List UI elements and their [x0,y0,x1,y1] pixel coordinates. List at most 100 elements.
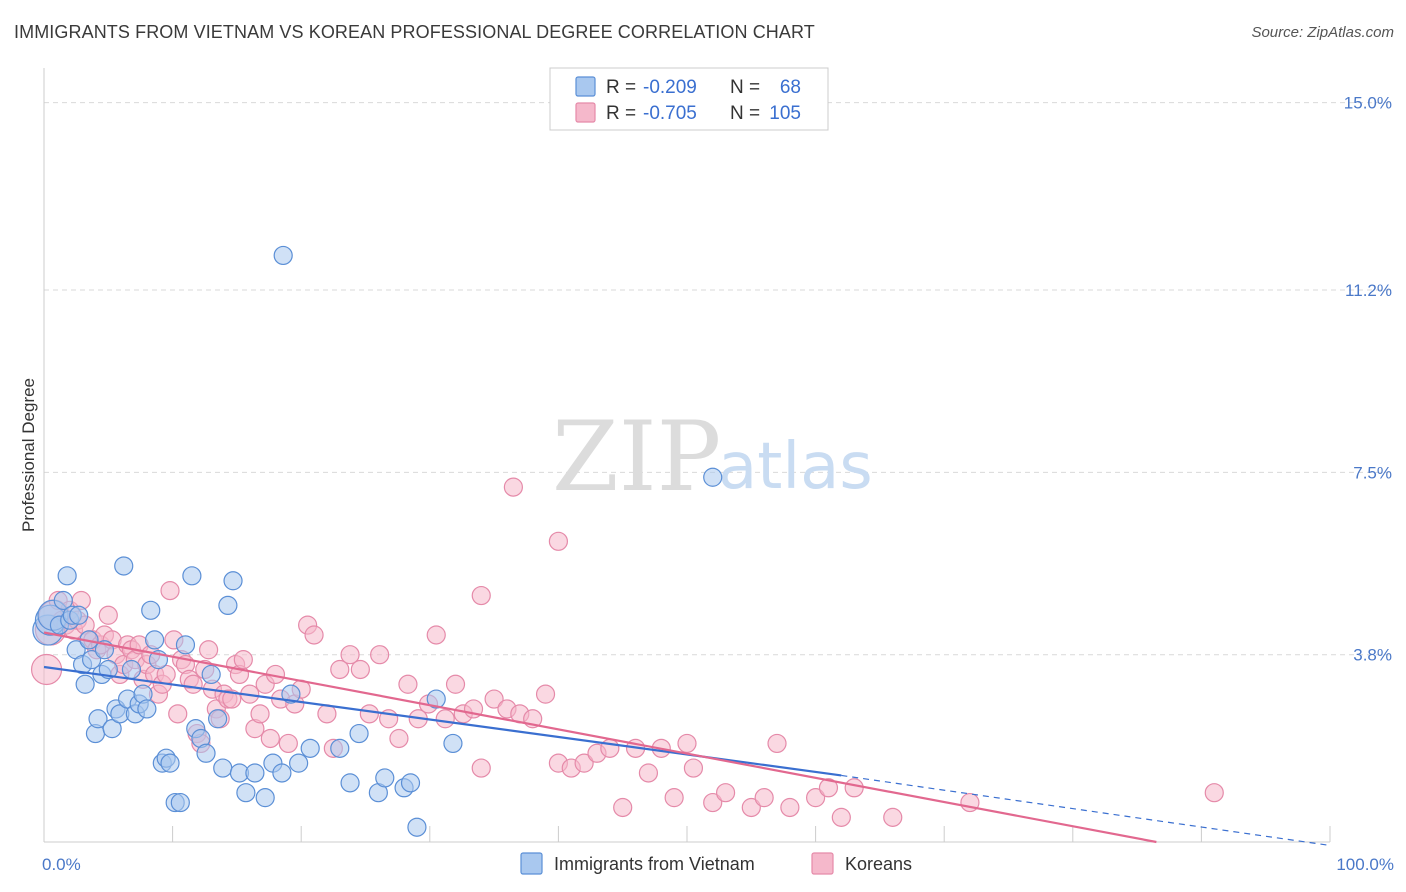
watermark: ZIP atlas [552,401,873,513]
korean-point [664,788,684,808]
korean-point [754,788,774,808]
vietnam-point [330,738,350,758]
vietnam-point [208,709,228,729]
legend-r-value-1: -0.209 [643,77,697,98]
legend-swatch-koreans [575,102,596,123]
vietnam-point [69,605,89,625]
vietnam-point [289,753,309,773]
legend-n-label-2: N = [730,103,760,124]
y-tick-label-1: 7.5% [1353,463,1392,482]
trend-lines [43,631,1331,847]
axes [43,68,1331,843]
vietnam-point [53,590,73,611]
series-label-vietnam: Immigrants from Vietnam [554,854,755,874]
y-tick-label-3: 15.0% [1344,94,1392,113]
korean-point [350,659,370,680]
vietnam-point [75,674,95,694]
watermark-zip: ZIP [552,401,721,513]
vietnam-point [375,768,395,788]
vietnam-point [273,245,293,266]
vietnam-point [81,650,102,670]
korean-point [160,581,180,601]
korean-point [278,733,298,754]
korean-point [613,797,633,818]
korean-point [359,704,379,724]
korean-point [445,674,466,694]
vietnam-point [102,719,122,739]
vietnam-point [400,773,421,793]
correlation-legend: R = -0.209 N = 68 R = -0.705 N = 105 [549,67,829,131]
korean-point [484,689,504,709]
vietnam-point [281,684,301,704]
legend-r-value-2: -0.705 [643,103,697,124]
y-tick-label-0: 3.8% [1353,646,1392,665]
korean-point [435,709,455,729]
korean-point [805,788,826,808]
korean-point [503,477,523,497]
legend-n-value-2: 105 [769,103,801,124]
korean-point [683,758,704,778]
vietnam-point [182,566,202,586]
korean-point [471,758,491,778]
korean-point [233,650,253,670]
vietnam-point [426,689,446,709]
korean-point [370,645,390,665]
korean-point [398,674,418,694]
series-swatch-vietnam [520,852,543,875]
korean-point [883,807,903,827]
vietnam-point [349,723,369,744]
y-axis-title: Professional Degree [19,378,38,532]
vietnam-point [213,758,233,778]
series-swatch-koreans [811,852,834,875]
y-tick-label-2: 11.2% [1345,281,1392,300]
korean-point [818,778,839,798]
legend-n-value-1: 68 [780,77,801,98]
vietnam-point [340,773,360,793]
vietnam-point [88,709,108,729]
legend-r-label-2: R = [606,103,636,124]
korean-point [638,763,659,783]
korean-point [168,704,188,724]
vietnam-point [272,763,292,783]
vietnam-point [703,467,723,487]
x-tick-labels: 0.0% 100.0% [42,855,1394,874]
korean-points [30,477,1224,827]
vietnam-point [407,817,427,837]
grid-lines [44,102,1392,656]
korean-point [548,531,569,551]
vietnam-point [98,659,118,680]
korean-point [222,689,242,709]
korean-point [317,704,337,724]
korean-point [260,728,280,749]
series-legend: Immigrants from Vietnam Koreans [520,852,912,875]
korean-point [767,733,787,754]
vietnam-point [141,600,161,620]
korean-trend-line [43,631,1157,844]
vietnam-point [170,792,190,813]
watermark-atlas: atlas [718,430,873,504]
korean-point [574,753,594,773]
korean-point [535,684,556,704]
korean-point [304,625,324,645]
legend-frame [549,67,829,131]
legend-n-label-1: N = [730,77,760,98]
series-label-koreans: Koreans [845,854,912,874]
legend-r-label-1: R = [606,77,636,98]
y-tick-labels: 3.8% 7.5% 11.2% 15.0% [1344,94,1392,665]
vietnam-point [114,556,134,576]
vietnam-point [201,664,221,685]
vietnam-point [300,738,320,758]
korean-point [471,585,491,606]
korean-point [703,792,723,813]
vietnam-points [32,245,723,837]
vietnam-point [57,566,77,586]
vietnam-point [196,743,216,763]
korean-point [780,797,800,818]
korean-point [98,605,118,625]
vietnam-point [175,635,196,655]
vietnam-point [223,571,243,591]
korean-point [199,640,219,660]
vietnam-point [160,753,180,773]
vietnam-trend-extension [841,774,1331,847]
